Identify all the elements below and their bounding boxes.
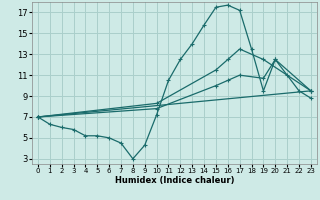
- X-axis label: Humidex (Indice chaleur): Humidex (Indice chaleur): [115, 176, 234, 185]
